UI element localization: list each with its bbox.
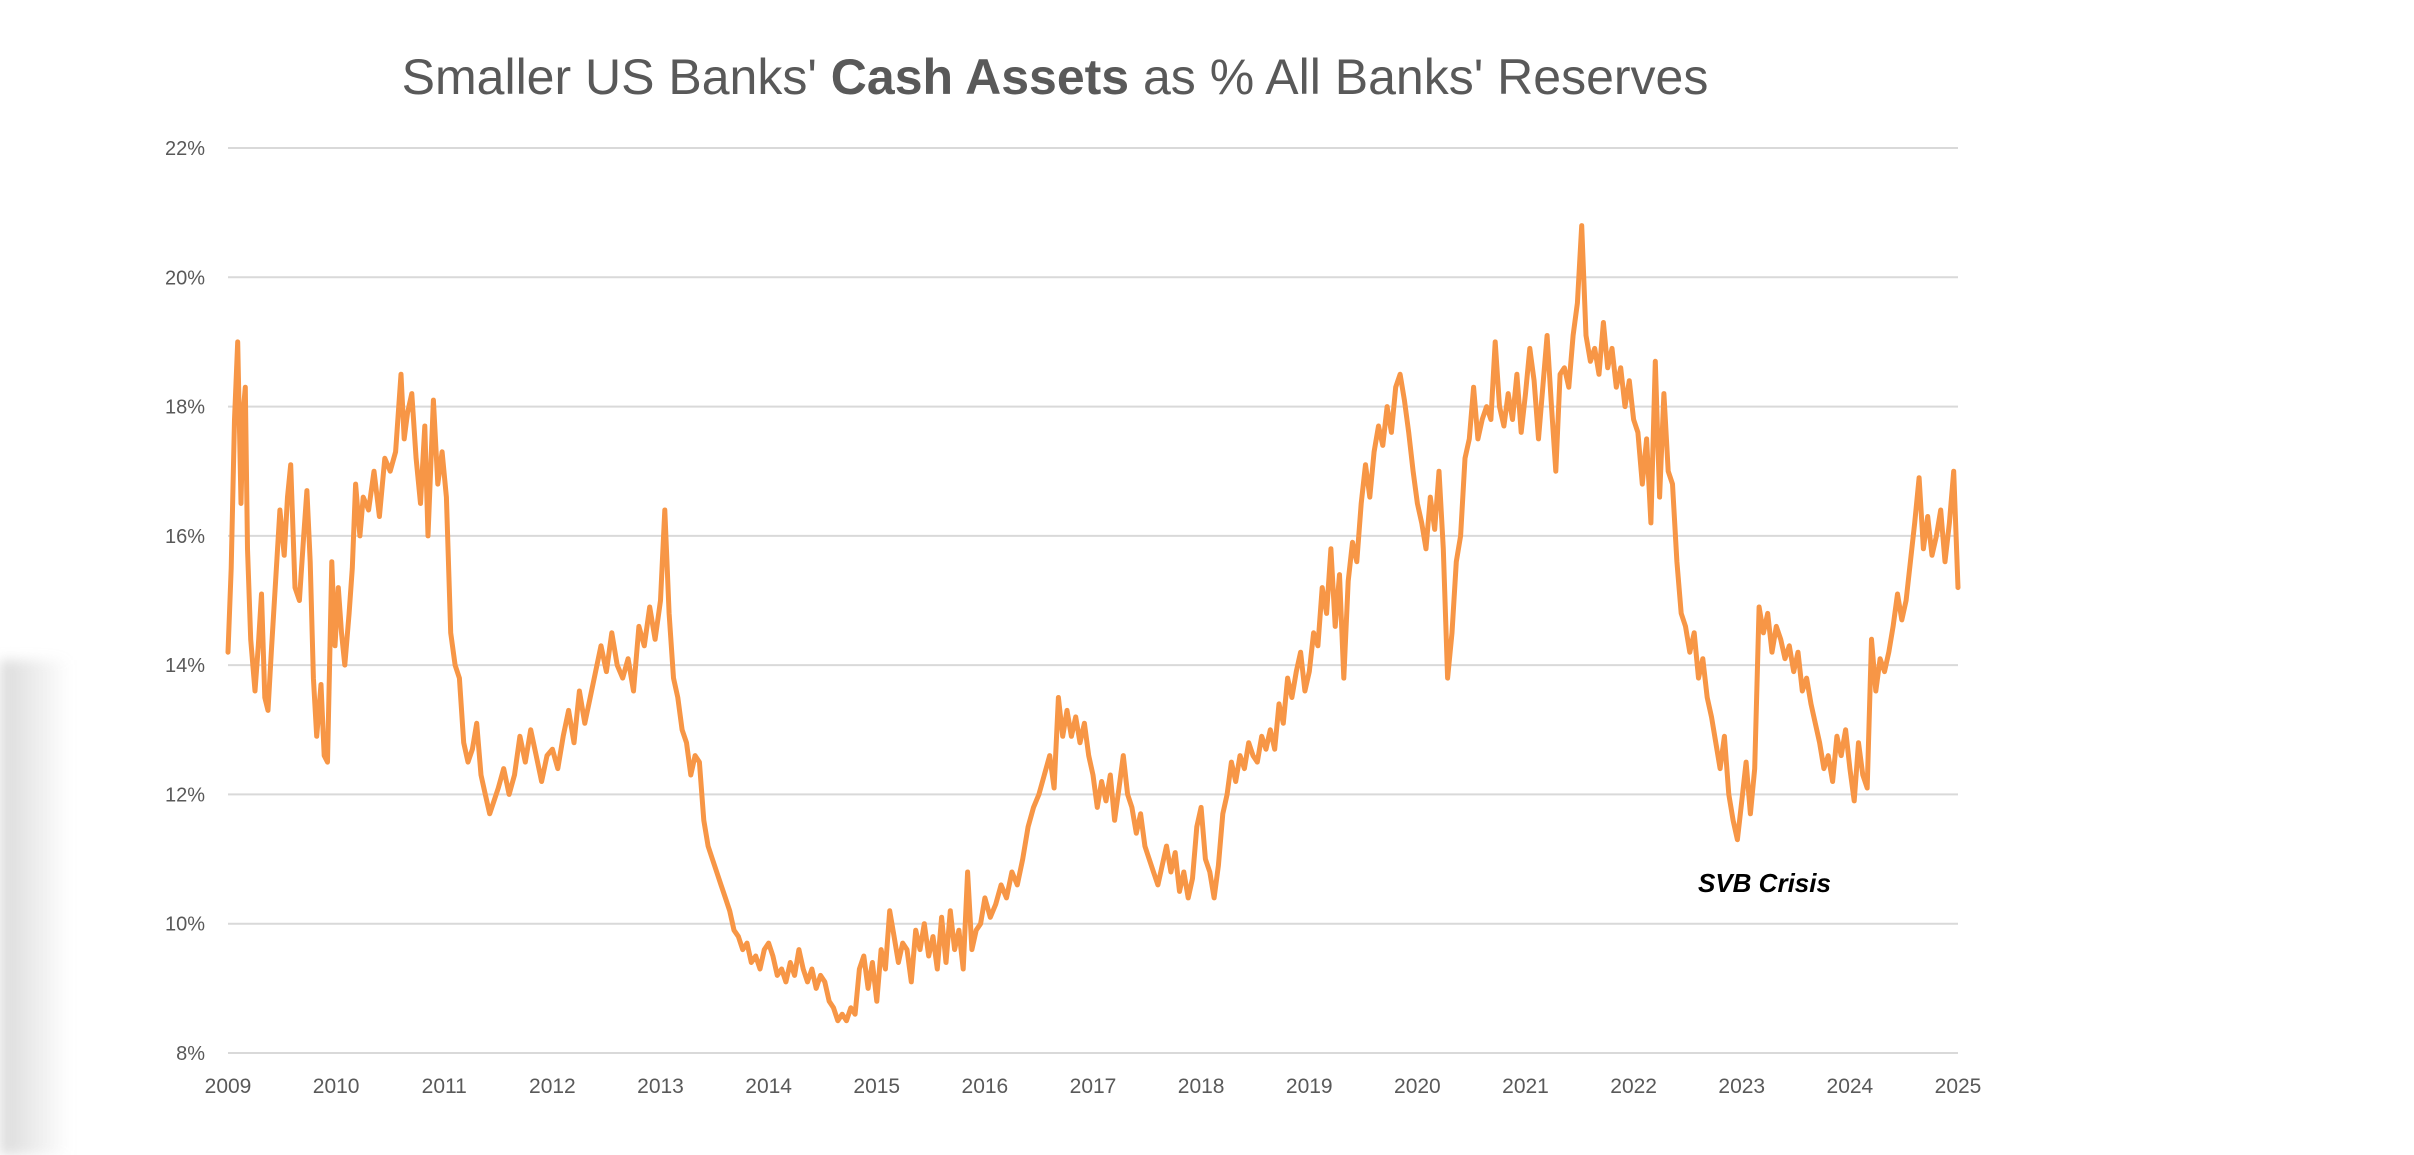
chart-title-part-1: Smaller US Banks' [401,49,817,105]
y-tick-label: 16% [165,526,205,548]
chart-title: Smaller US Banks' Cash Assets as % All B… [0,48,2110,106]
y-axis-tick-labels: 8% 10% 12% 14% 16% 18% 20% 22% [165,138,205,1065]
series-group [225,223,1961,1024]
x-tick-label: 2010 [313,1075,360,1098]
y-tick-label: 8% [176,1043,205,1065]
x-tick-label: 2022 [1610,1075,1657,1098]
x-tick-label: 2011 [422,1075,467,1098]
x-tick-label: 2013 [637,1075,684,1098]
series-line [225,223,1961,1024]
edge-shadow [0,660,70,1155]
y-tick-label: 10% [165,914,205,936]
y-tick-label: 18% [165,397,205,419]
x-tick-label: 2023 [1718,1075,1765,1098]
x-tick-label: 2021 [1502,1075,1549,1098]
x-tick-label: 2025 [1935,1075,1982,1098]
annotation-svb-crisis: SVB Crisis [1698,868,1831,898]
chart-title-part-2: as % All Banks' Reserves [1143,49,1709,105]
chart-title-bold: Cash Assets [830,49,1130,105]
y-tick-label: 20% [165,267,205,289]
x-tick-label: 2016 [962,1075,1009,1098]
x-tick-label: 2018 [1178,1075,1225,1098]
x-tick-label: 2017 [1070,1075,1117,1098]
y-tick-label: 22% [165,138,205,160]
x-tick-label: 2009 [205,1075,252,1098]
y-tick-label: 14% [165,655,205,677]
y-tick-label: 12% [165,784,205,806]
grid-lines [228,147,1958,1054]
x-tick-label: 2019 [1286,1075,1333,1098]
x-tick-label: 2024 [1827,1075,1874,1098]
x-tick-label: 2012 [529,1075,576,1098]
x-axis-tick-labels: 2009 2010 2011 2012 2013 2014 2015 2016 2017 2018… [205,1075,1982,1098]
x-tick-label: 2014 [745,1075,792,1098]
x-tick-label: 2020 [1394,1075,1441,1098]
x-tick-label: 2015 [853,1075,900,1098]
